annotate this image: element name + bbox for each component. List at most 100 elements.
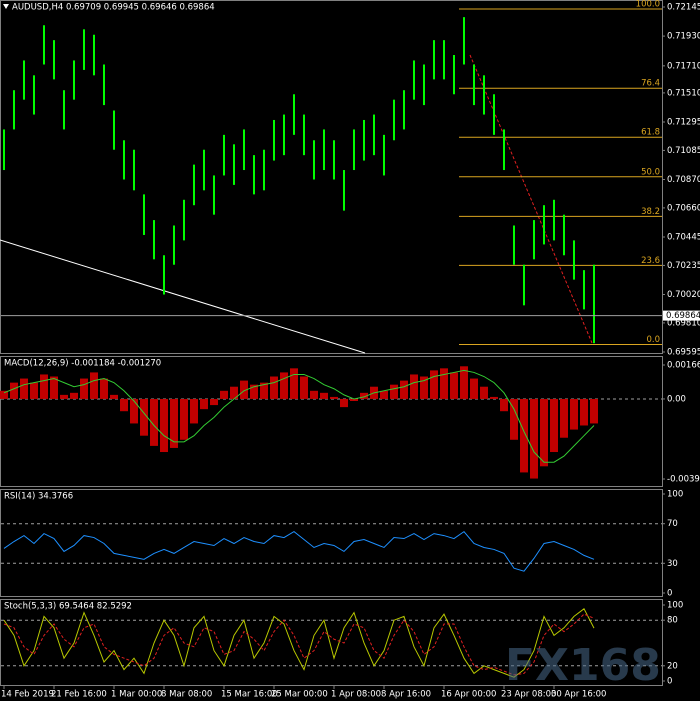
y-tick-label: 0.71295: [667, 118, 700, 128]
macd-bar: [570, 398, 578, 430]
macd-bar: [330, 396, 338, 399]
macd-bar: [0, 390, 8, 399]
y-tick-label: 0: [667, 589, 672, 599]
x-tick-label: 25 Mar 00:00: [271, 690, 328, 700]
y-tick-label: 20: [667, 661, 678, 671]
macd-bar: [450, 372, 458, 399]
x-tick-label: 21 Feb 16:00: [51, 690, 107, 700]
y-tick-label: 70: [667, 519, 678, 529]
fib-label: 100.0: [636, 0, 660, 10]
macd-bar: [460, 366, 468, 399]
current-price-label: 0.69864: [666, 311, 700, 321]
macd-bar: [360, 392, 368, 399]
panel-title: Stoch(5,3,3) 69.5464 82.5292: [4, 602, 132, 612]
macd-bar: [320, 392, 328, 399]
macd-bar: [150, 398, 158, 446]
y-tick-label: 0.71930: [667, 32, 700, 42]
macd-bar: [110, 394, 118, 399]
macd-bar: [260, 382, 268, 399]
macd-bar: [380, 390, 388, 399]
y-tick-label: 0.71710: [667, 61, 700, 71]
x-tick-label: 8 Mar 08:00: [161, 690, 212, 700]
y-tick-label: 0.72145: [667, 3, 700, 13]
fib-label: 0.0: [646, 335, 660, 345]
x-tick-label: 15 Mar 16:00: [221, 690, 278, 700]
fib-label: 50.0: [641, 167, 660, 177]
macd-bar: [400, 380, 408, 399]
macd-bar: [510, 398, 518, 440]
macd-bar: [210, 398, 218, 406]
fib-label: 38.2: [641, 207, 660, 217]
fib-base-line: [469, 54, 593, 344]
macd-bar: [470, 378, 478, 399]
y-tick-label: 0.69595: [667, 348, 700, 358]
macd-bar: [90, 372, 98, 399]
y-tick-label: 0.70235: [667, 261, 700, 271]
macd-bar: [40, 374, 48, 399]
macd-bar: [140, 398, 148, 436]
y-tick-label: 0.71510: [667, 88, 700, 98]
y-tick-label: 0.70660: [667, 203, 700, 213]
macd-bar: [280, 372, 288, 399]
x-tick-label: 1 Mar 00:00: [111, 690, 162, 700]
x-tick-label: 8 Apr 16:00: [381, 690, 431, 700]
x-tick-label: 14 Feb 2019: [1, 690, 54, 700]
panel-title: AUDUSD,H4 0.69709 0.69945 0.69646 0.6986…: [12, 3, 215, 13]
y-tick-label: 0.70870: [667, 175, 700, 185]
indicator-line: [3, 530, 595, 572]
y-tick-label: 30: [667, 559, 678, 569]
macd-bar: [80, 378, 88, 399]
macd-bar: [200, 398, 208, 410]
fib-label: 61.8: [641, 128, 660, 138]
macd-bar: [270, 376, 278, 399]
watermark: FX168: [505, 640, 661, 691]
y-tick-label: 100: [667, 490, 683, 500]
macd-bar: [490, 396, 498, 399]
macd-bar: [30, 382, 38, 399]
macd-bar: [340, 398, 348, 408]
macd-bar: [480, 386, 488, 399]
macd-bar: [230, 386, 238, 399]
macd-bar: [500, 398, 508, 412]
macd-bar: [50, 376, 58, 399]
macd-bar: [350, 398, 358, 401]
x-tick-label: 16 Apr 00:00: [441, 690, 496, 700]
y-tick-label: 0.00: [667, 394, 686, 404]
macd-bar: [10, 382, 18, 399]
y-tick-label: -0.003922: [667, 475, 700, 485]
macd-bar: [190, 398, 198, 424]
current-price-box: [663, 310, 700, 321]
fib-label: 23.6: [641, 256, 660, 266]
y-tick-label: 0.70445: [667, 233, 700, 243]
macd-bar: [300, 376, 308, 399]
macd-bar: [250, 384, 258, 399]
macd-bar: [120, 398, 128, 412]
macd-bar: [440, 368, 448, 399]
macd-bar: [180, 398, 188, 440]
y-tick-label: 100: [667, 601, 683, 611]
indicator-line: [3, 608, 595, 678]
x-tick-label: 23 Apr 08:00: [501, 690, 556, 700]
macd-bar: [60, 394, 68, 399]
title-icon: [3, 4, 9, 9]
x-tick-label: 30 Apr 16:00: [551, 690, 606, 700]
indicator-line: [3, 613, 595, 676]
panel-title: MACD(12,26,9) -0.001184 -0.001270: [4, 359, 161, 369]
macd-bar: [310, 390, 318, 399]
indicator-line: [3, 369, 595, 463]
y-tick-label: 0: [667, 677, 672, 687]
macd-bar: [290, 368, 298, 399]
panel-title: RSI(14) 34.3766: [4, 492, 73, 502]
trend-line: [0, 239, 366, 354]
macd-bar: [580, 398, 588, 426]
macd-bar: [430, 370, 438, 399]
macd-bar: [530, 398, 538, 479]
macd-bar: [540, 398, 548, 467]
macd-bar: [390, 384, 398, 399]
macd-bar: [420, 376, 428, 399]
macd-bar: [520, 398, 528, 473]
macd-bar: [70, 392, 78, 399]
macd-bar: [220, 390, 228, 399]
